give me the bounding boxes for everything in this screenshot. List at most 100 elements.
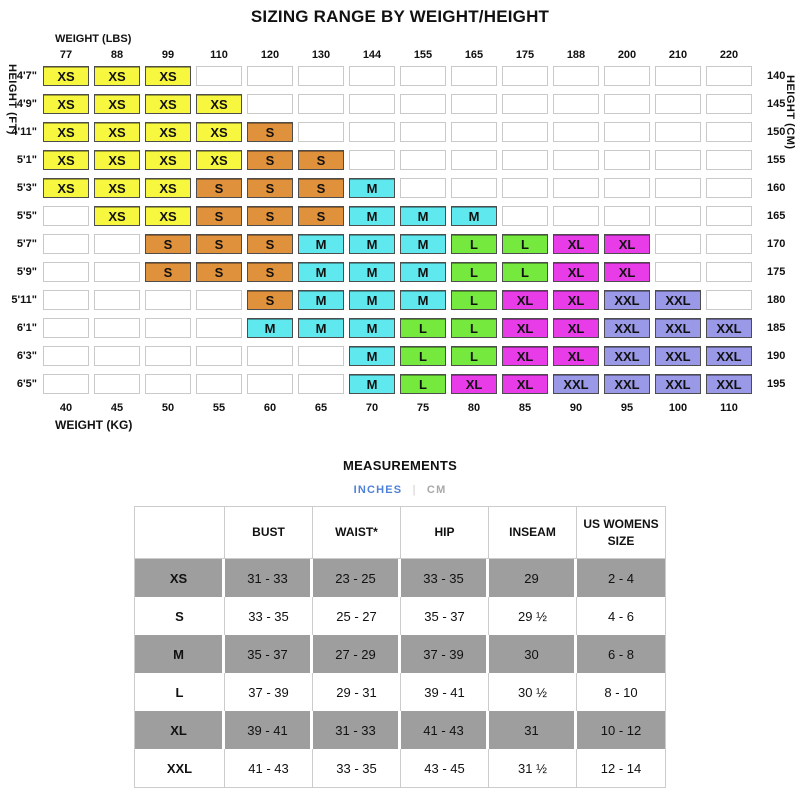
empty-cell [706, 94, 752, 114]
size-cell-m: M [400, 234, 446, 254]
size-cell-xxl: XXL [604, 290, 650, 310]
empty-cell [502, 94, 548, 114]
weight-kg-tick: 55 [196, 402, 242, 414]
empty-cell [43, 262, 89, 282]
table-cell: 31 ½ [489, 749, 577, 787]
size-cell-xl: XL [553, 318, 599, 338]
table-row: L37 - 3929 - 3139 - 4130 ½8 - 10 [135, 673, 665, 711]
weight-lbs-tick: 130 [298, 49, 344, 61]
weight-lbs-axis-label: WEIGHT (LBS) [55, 33, 800, 48]
height-ft-label: 6'1" [0, 322, 43, 334]
size-cell-xs: XS [43, 94, 89, 114]
height-row: 6'3"MLLXLXLXXLXXLXXL190 [0, 342, 800, 370]
height-row: 4'11"XSXSXSXSS150 [0, 118, 800, 146]
weight-lbs-tick: 210 [655, 49, 701, 61]
empty-cell [706, 262, 752, 282]
weight-kg-tick: 50 [145, 402, 191, 414]
size-cell-xl: XL [502, 374, 548, 394]
empty-cell [502, 206, 548, 226]
table-header-cell: US WOMENS SIZE [577, 507, 665, 559]
size-cell-m: M [400, 206, 446, 226]
empty-cell [298, 66, 344, 86]
weight-lbs-tick: 200 [604, 49, 650, 61]
size-label-cell: XS [135, 559, 225, 597]
size-cell-xxl: XXL [706, 374, 752, 394]
size-cell-s: S [196, 234, 242, 254]
empty-cell [349, 150, 395, 170]
empty-cell [145, 346, 191, 366]
empty-cell [247, 94, 293, 114]
weight-lbs-axis: 778899110120130144155165175188200210220 [0, 48, 800, 62]
empty-cell [553, 150, 599, 170]
weight-kg-tick: 110 [706, 402, 752, 414]
empty-cell [43, 318, 89, 338]
size-cell-xl: XL [553, 290, 599, 310]
empty-cell [400, 94, 446, 114]
table-cell: 12 - 14 [577, 749, 665, 787]
height-ft-label: 5'7" [0, 238, 43, 250]
height-row: 6'5"MLXLXLXXLXXLXXLXXL195 [0, 370, 800, 398]
size-cell-s: S [196, 206, 242, 226]
size-cell-xs: XS [196, 122, 242, 142]
empty-cell [451, 178, 497, 198]
height-ft-label: 6'5" [0, 378, 43, 390]
measurements-section: MEASUREMENTS INCHES | CM BUSTWAIST*HIPIN… [0, 458, 800, 800]
weight-kg-axis-label: WEIGHT (KG) [55, 418, 800, 432]
measurements-title: MEASUREMENTS [0, 458, 800, 473]
empty-cell [94, 318, 140, 338]
weight-lbs-tick: 99 [145, 49, 191, 61]
size-cell-l: L [400, 318, 446, 338]
table-cell: 37 - 39 [401, 635, 489, 673]
weight-lbs-tick: 77 [43, 49, 89, 61]
table-header-cell: WAIST* [313, 507, 401, 559]
weight-kg-tick: 85 [502, 402, 548, 414]
size-cell-l: L [502, 262, 548, 282]
weight-lbs-tick: 88 [94, 49, 140, 61]
empty-cell [706, 290, 752, 310]
height-row: 5'3"XSXSXSSSSM160 [0, 174, 800, 202]
height-row: 4'9"XSXSXSXS145 [0, 90, 800, 118]
weight-kg-tick: 60 [247, 402, 293, 414]
empty-cell [400, 122, 446, 142]
size-cell-xxl: XXL [655, 346, 701, 366]
size-cell-xxl: XXL [604, 318, 650, 338]
table-cell: 35 - 37 [401, 597, 489, 635]
empty-cell [706, 122, 752, 142]
empty-cell [706, 150, 752, 170]
size-cell-xs: XS [145, 122, 191, 142]
empty-cell [553, 94, 599, 114]
size-cell-m: M [298, 318, 344, 338]
unit-cm-link[interactable]: CM [427, 484, 447, 496]
size-cell-xxl: XXL [553, 374, 599, 394]
empty-cell [43, 374, 89, 394]
size-cell-xxl: XXL [706, 318, 752, 338]
empty-cell [298, 374, 344, 394]
height-cm-label: 185 [757, 322, 785, 334]
unit-inches-link[interactable]: INCHES [354, 484, 403, 496]
empty-cell [655, 122, 701, 142]
weight-lbs-tick: 188 [553, 49, 599, 61]
table-cell: 41 - 43 [401, 711, 489, 749]
size-cell-m: M [349, 290, 395, 310]
height-cm-label: 155 [757, 154, 785, 166]
size-guide-page: SIZING RANGE BY WEIGHT/HEIGHT WEIGHT (LB… [0, 0, 800, 800]
weight-lbs-tick: 220 [706, 49, 752, 61]
table-cell: 39 - 41 [401, 673, 489, 711]
empty-cell [502, 66, 548, 86]
weight-kg-tick: 95 [604, 402, 650, 414]
empty-cell [247, 374, 293, 394]
empty-cell [247, 66, 293, 86]
table-cell: 29 - 31 [313, 673, 401, 711]
empty-cell [196, 346, 242, 366]
empty-cell [43, 290, 89, 310]
height-row: 5'1"XSXSXSXSSS155 [0, 146, 800, 174]
size-cell-xs: XS [43, 178, 89, 198]
weight-lbs-tick: 120 [247, 49, 293, 61]
height-ft-label: 6'3" [0, 350, 43, 362]
size-cell-xs: XS [145, 66, 191, 86]
weight-lbs-tick: 165 [451, 49, 497, 61]
table-row: XL39 - 4131 - 3341 - 433110 - 12 [135, 711, 665, 749]
size-cell-l: L [451, 290, 497, 310]
table-cell: 30 [489, 635, 577, 673]
size-cell-m: M [451, 206, 497, 226]
